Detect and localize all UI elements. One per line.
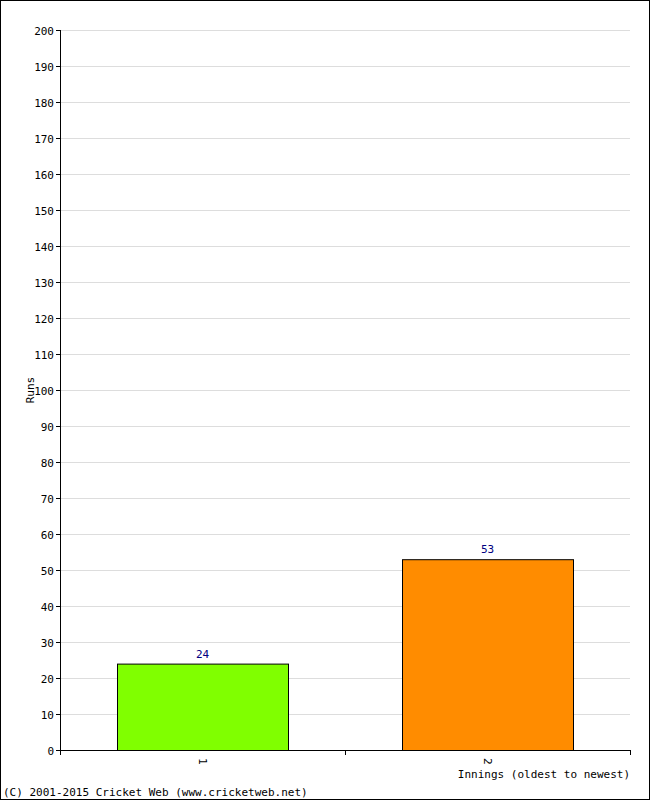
y-tick-label: 70 bbox=[41, 493, 54, 506]
y-tick-label: 180 bbox=[34, 97, 54, 110]
grid-line bbox=[60, 102, 630, 103]
y-tick bbox=[56, 750, 60, 751]
y-tick bbox=[56, 282, 60, 283]
grid-line bbox=[60, 462, 630, 463]
y-tick bbox=[56, 246, 60, 247]
y-tick bbox=[56, 426, 60, 427]
x-tick bbox=[630, 750, 631, 755]
grid-line bbox=[60, 210, 630, 211]
x-tick-label: 2 bbox=[481, 758, 494, 765]
x-tick bbox=[60, 750, 61, 755]
grid-line bbox=[60, 498, 630, 499]
x-axis-label: Innings (oldest to newest) bbox=[458, 768, 630, 781]
grid-line bbox=[60, 354, 630, 355]
y-tick bbox=[56, 390, 60, 391]
y-tick-label: 130 bbox=[34, 277, 54, 290]
grid-line bbox=[60, 138, 630, 139]
annotation: (C) 2001-2015 Cricket Web (www.cricketwe… bbox=[3, 786, 308, 799]
y-tick-label: 90 bbox=[41, 421, 54, 434]
y-tick-label: 0 bbox=[47, 745, 54, 758]
grid-line bbox=[60, 426, 630, 427]
bars bbox=[118, 560, 574, 750]
grid-line bbox=[60, 318, 630, 319]
y-tick-label: 50 bbox=[41, 565, 54, 578]
y-tick bbox=[56, 462, 60, 463]
grid-line bbox=[60, 174, 630, 175]
y-tick bbox=[56, 102, 60, 103]
x-tick-label: 1 bbox=[196, 758, 209, 765]
y-tick bbox=[56, 606, 60, 607]
y-tick-label: 110 bbox=[34, 349, 54, 362]
y-tick-label: 30 bbox=[41, 637, 54, 650]
y-tick-label: 40 bbox=[41, 601, 54, 614]
y-tick-label: 60 bbox=[41, 529, 54, 542]
y-tick bbox=[56, 678, 60, 679]
y-tick-label: 100 bbox=[34, 385, 54, 398]
y-tick bbox=[56, 354, 60, 355]
y-tick-label: 140 bbox=[34, 241, 54, 254]
y-tick bbox=[56, 318, 60, 319]
y-tick bbox=[56, 714, 60, 715]
y-tick bbox=[56, 174, 60, 175]
y-tick bbox=[56, 66, 60, 67]
y-tick bbox=[56, 642, 60, 643]
grid-line bbox=[60, 30, 630, 31]
chart-container: 0 10 20 30 40 50 60 70 80 90 100 110 120 130 140 150 160… bbox=[0, 0, 650, 800]
y-tick-label: 10 bbox=[41, 709, 54, 722]
background bbox=[1, 1, 650, 800]
y-tick-label: 160 bbox=[34, 169, 54, 182]
y-tick-label: 150 bbox=[34, 205, 54, 218]
y-tick bbox=[56, 534, 60, 535]
bar bbox=[403, 560, 574, 750]
y-tick-label: 190 bbox=[34, 61, 54, 74]
data-label: 24 bbox=[196, 648, 210, 661]
y-axis-label: Runs bbox=[24, 377, 37, 404]
grid-line bbox=[60, 246, 630, 247]
y-tick bbox=[56, 498, 60, 499]
y-tick-label: 20 bbox=[41, 673, 54, 686]
y-tick-label: 200 bbox=[34, 25, 54, 38]
chart-svg: 0 10 20 30 40 50 60 70 80 90 100 110 120 130 140 150 160… bbox=[0, 0, 650, 800]
y-tick bbox=[56, 30, 60, 31]
y-tick bbox=[56, 570, 60, 571]
y-tick bbox=[56, 138, 60, 139]
bar bbox=[118, 664, 289, 750]
y-tick-label: 80 bbox=[41, 457, 54, 470]
grid-line bbox=[60, 390, 630, 391]
grid-line bbox=[60, 66, 630, 67]
y-tick bbox=[56, 210, 60, 211]
grid-line bbox=[60, 282, 630, 283]
y-axis bbox=[60, 30, 61, 750]
y-tick-label: 120 bbox=[34, 313, 54, 326]
data-label: 53 bbox=[481, 543, 494, 556]
x-tick bbox=[345, 750, 346, 755]
grid-line bbox=[60, 534, 630, 535]
y-tick-label: 170 bbox=[34, 133, 54, 146]
